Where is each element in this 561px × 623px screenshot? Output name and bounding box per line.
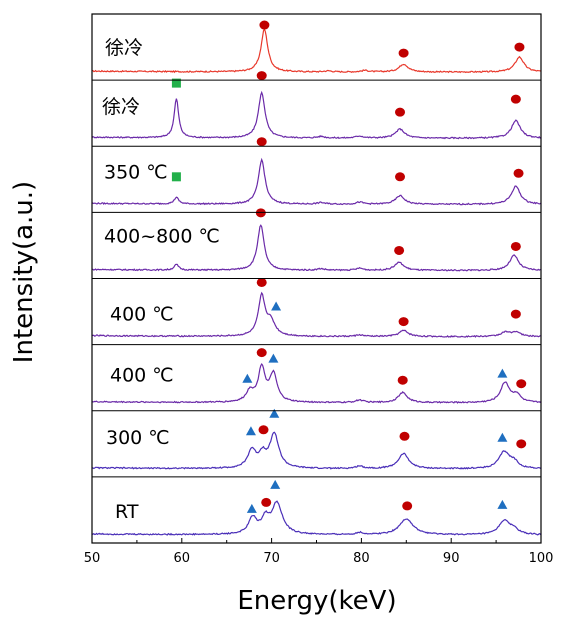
plot-frame xyxy=(91,13,542,544)
x-tick-label-5: 100 xyxy=(529,551,554,566)
spectrum-line-3 xyxy=(92,224,542,272)
triangle-marker-5-0 xyxy=(242,373,253,383)
circle-marker-6-1 xyxy=(258,425,269,435)
circle-marker-7-1 xyxy=(261,497,272,507)
panel-label-1: 徐冷 xyxy=(102,96,140,118)
spectrum-line-2 xyxy=(91,157,542,206)
square-marker-1-0 xyxy=(171,78,181,88)
x-tick-label-4: 90 xyxy=(443,551,460,566)
x-tick-label-2: 70 xyxy=(263,551,280,566)
x-tick-label-3: 80 xyxy=(353,551,370,566)
spectrum-line-5 xyxy=(91,363,542,404)
circle-marker-2-3 xyxy=(513,168,524,178)
circle-marker-3-1 xyxy=(394,245,405,255)
circle-marker-5-3 xyxy=(397,375,408,385)
x-tick-label-0: 50 xyxy=(84,551,101,566)
circle-marker-3-2 xyxy=(510,241,521,251)
panel-0: 徐冷 xyxy=(92,20,542,74)
triangle-marker-7-2 xyxy=(270,479,281,489)
panel-label-5: 400 ℃ xyxy=(110,365,174,387)
circle-marker-1-2 xyxy=(395,107,406,117)
circle-marker-6-3 xyxy=(399,431,410,441)
panel-label-2: 350 ℃ xyxy=(104,161,168,183)
spectrum-line-6 xyxy=(91,431,542,470)
panel-6: 300 ℃ xyxy=(91,408,542,470)
circle-marker-5-1 xyxy=(256,348,267,358)
panel-label-3: 400~800 ℃ xyxy=(104,225,220,247)
panel-2: 350 ℃ xyxy=(91,137,542,206)
circle-marker-0-2 xyxy=(514,42,525,52)
circle-marker-4-3 xyxy=(510,309,521,319)
spectrum-line-1 xyxy=(91,90,542,140)
circle-marker-7-3 xyxy=(402,501,413,511)
panel-3: 400~800 ℃ xyxy=(92,208,542,272)
triangle-marker-5-4 xyxy=(497,368,508,378)
triangle-marker-6-0 xyxy=(245,426,256,436)
circle-marker-6-5 xyxy=(516,439,527,449)
panel-1: 徐冷 xyxy=(91,71,542,140)
circle-marker-4-2 xyxy=(398,317,409,327)
circle-marker-0-1 xyxy=(398,48,409,58)
square-marker-2-0 xyxy=(171,172,181,182)
triangle-marker-5-2 xyxy=(268,353,279,363)
panel-label-4: 400 ℃ xyxy=(110,304,174,326)
circle-marker-0-0 xyxy=(259,20,270,30)
panel-label-0: 徐冷 xyxy=(105,37,143,59)
spectrum-line-7 xyxy=(91,500,542,536)
triangle-marker-7-4 xyxy=(497,499,508,509)
spectrum-line-0 xyxy=(92,27,542,74)
panel-5: 400 ℃ xyxy=(91,348,542,404)
spectrum-line-4 xyxy=(91,291,541,338)
panel-4: 400 ℃ xyxy=(91,277,541,338)
triangle-marker-7-0 xyxy=(246,503,257,513)
triangle-marker-4-1 xyxy=(271,301,282,311)
x-axis-label: Energy(keV) xyxy=(237,586,396,616)
circle-marker-4-0 xyxy=(256,277,267,287)
panel-7: RT xyxy=(91,479,542,536)
circle-marker-1-3 xyxy=(510,94,521,104)
panel-label-7: RT xyxy=(115,501,139,523)
circle-marker-2-1 xyxy=(256,137,267,147)
circle-marker-1-1 xyxy=(256,71,267,81)
triangle-marker-6-2 xyxy=(269,408,280,418)
circle-marker-2-2 xyxy=(395,172,406,182)
panel-label-6: 300 ℃ xyxy=(106,427,170,449)
x-axis: 50 60 70 80 90 100 xyxy=(84,538,554,566)
y-axis-label: Intensity(a.u.) xyxy=(9,181,39,363)
x-tick-label-1: 60 xyxy=(174,551,191,566)
triangle-marker-6-4 xyxy=(497,432,508,442)
circle-marker-5-5 xyxy=(516,379,527,389)
